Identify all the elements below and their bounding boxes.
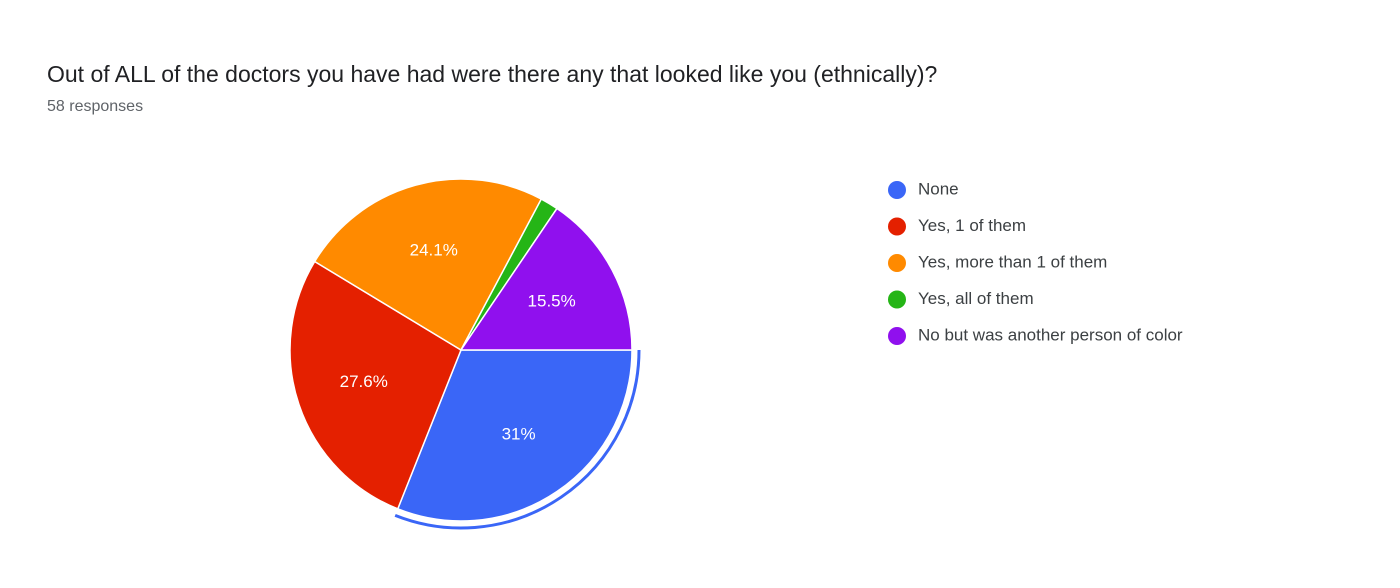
legend-label: Yes, more than 1 of them: [918, 252, 1107, 271]
legend-swatch: [888, 290, 906, 309]
slice-label: 31%: [502, 424, 536, 443]
slice-label: 24.1%: [410, 241, 458, 260]
slice-label: 27.6%: [340, 372, 388, 391]
legend-label: None: [918, 179, 959, 198]
legend-swatch: [888, 217, 906, 236]
chart-title: Out of ALL of the doctors you have had w…: [47, 61, 937, 87]
legend-label: Yes, 1 of them: [918, 216, 1026, 235]
pie-slice: [396, 349, 633, 522]
legend-swatch: [888, 327, 906, 345]
legend-swatch: [888, 181, 906, 199]
legend-label: Yes, all of them: [918, 289, 1034, 308]
pie-slice: [313, 178, 543, 352]
legend-label: No but was another person of color: [918, 325, 1183, 344]
selection-ring: [394, 349, 641, 530]
pie-slice: [459, 207, 633, 351]
pie-slice: [289, 260, 462, 510]
response-count: 58 responses: [47, 98, 143, 115]
legend-swatch: [888, 254, 906, 272]
slice-label: 15.5%: [528, 291, 576, 310]
